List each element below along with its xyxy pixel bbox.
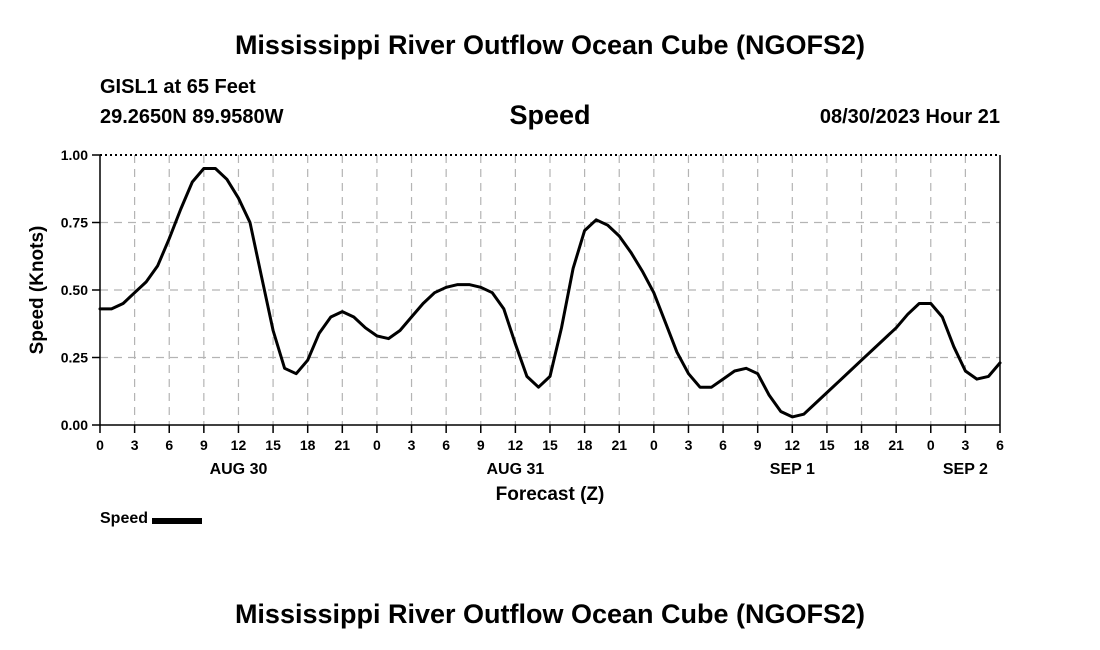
y-tick-label: 0.25	[61, 350, 88, 366]
x-tick-label: 12	[508, 437, 524, 453]
x-tick-label: 21	[335, 437, 351, 453]
day-label: SEP 2	[943, 461, 988, 478]
x-tick-label: 3	[961, 437, 969, 453]
footer-title: Mississippi River Outflow Ocean Cube (NG…	[234, 599, 866, 629]
x-tick-label: 12	[785, 437, 801, 453]
x-tick-label: 15	[265, 437, 281, 453]
legend: Speed	[100, 510, 203, 528]
day-label: AUG 31	[486, 461, 544, 478]
y-tick-label: 0.00	[61, 417, 88, 433]
x-tick-label: 9	[754, 437, 762, 453]
x-tick-label: 15	[819, 437, 835, 453]
panel-title: Speed	[509, 100, 591, 130]
y-tick-label: 1.00	[61, 147, 88, 163]
x-tick-label: 12	[231, 437, 247, 453]
x-tick-label: 21	[888, 437, 904, 453]
x-tick-label: 0	[650, 437, 658, 453]
x-tick-label: 3	[131, 437, 139, 453]
station-coordinates: 29.2650N 89.9580W	[100, 106, 284, 128]
chart-title: Mississippi River Outflow Ocean Cube (NG…	[234, 30, 866, 60]
station-label: GISL1 at 65 Feet	[100, 76, 256, 98]
x-tick-label: 21	[611, 437, 627, 453]
x-tick-label: 6	[719, 437, 727, 453]
y-tick-label: 0.75	[61, 215, 88, 231]
speed-series-line	[98, 167, 1002, 419]
day-label: AUG 30	[210, 461, 268, 478]
x-tick-label: 3	[408, 437, 416, 453]
x-tick-label: 9	[200, 437, 208, 453]
x-tick-label: 9	[477, 437, 485, 453]
forecast-datetime: 08/30/2023 Hour 21	[819, 106, 1000, 128]
x-tick-label: 18	[300, 437, 316, 453]
series-layer	[98, 167, 1002, 419]
x-tick-label: 18	[854, 437, 870, 453]
x-tick-label: 0	[96, 437, 104, 453]
x-tick-label: 3	[685, 437, 693, 453]
y-tick-label: 0.50	[61, 282, 88, 298]
legend-swatch	[152, 518, 203, 524]
x-tick-label: 15	[542, 437, 558, 453]
x-tick-label: 18	[577, 437, 593, 453]
tick-labels: 0.00 0.25 0.50 0.75 1.00 0 3 6 9 12 15 18 21 0 3 6 9 12 15…	[27, 147, 1004, 505]
day-label: SEP 1	[770, 461, 815, 478]
x-axis-title: Forecast (Z)	[496, 484, 605, 505]
tick-marks	[92, 154, 1001, 433]
x-tick-label: 0	[927, 437, 935, 453]
y-axis-title: Speed (Knots)	[27, 226, 48, 355]
x-tick-label: 6	[996, 437, 1004, 453]
x-tick-label: 6	[442, 437, 450, 453]
legend-label: Speed	[100, 510, 149, 527]
grid-lines	[100, 155, 1000, 425]
x-tick-label: 0	[373, 437, 381, 453]
x-tick-label: 6	[165, 437, 173, 453]
